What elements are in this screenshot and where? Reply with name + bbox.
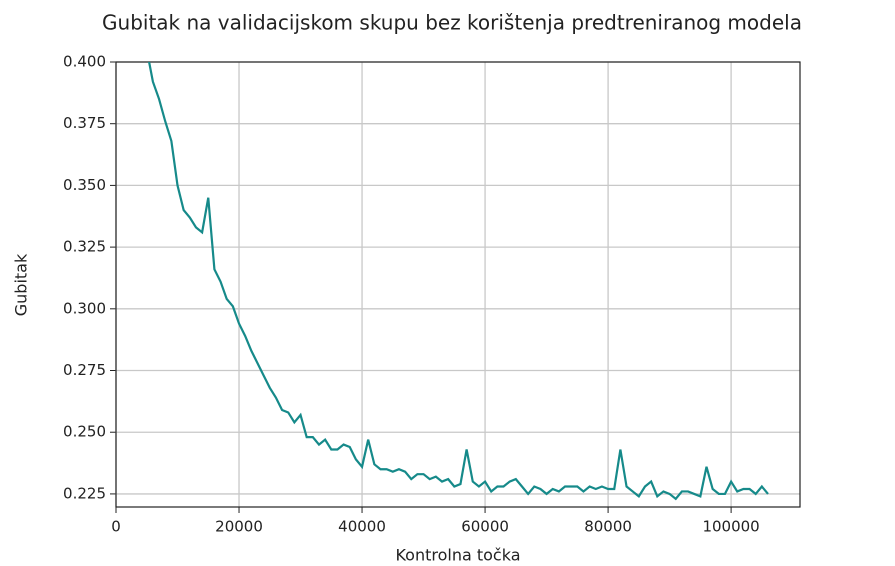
plot-frame [115,61,801,508]
y-tick-label: 0.275 [63,361,106,379]
x-tick-label: 40000 [338,518,386,536]
y-tick-label: 0.400 [63,53,106,71]
x-axis-label: Kontrolna točka [395,546,520,565]
x-tick-label: 20000 [215,518,263,536]
x-tick-label: 80000 [584,518,632,536]
y-tick-label: 0.250 [63,423,106,441]
y-tick-label: 0.350 [63,176,106,194]
y-axis-label: Gubitak [12,253,31,316]
x-tick-label: 60000 [461,518,509,536]
y-tick-label: 0.325 [63,238,106,256]
chart-title: Gubitak na validacijskom skupu bez koriš… [102,11,802,35]
x-tick-label: 0 [111,518,121,536]
y-tick-label: 0.225 [63,484,106,502]
x-tick-label: 100000 [702,518,759,536]
y-tick-label: 0.375 [63,114,106,132]
y-tick-label: 0.300 [63,299,106,317]
line-series [148,62,769,501]
